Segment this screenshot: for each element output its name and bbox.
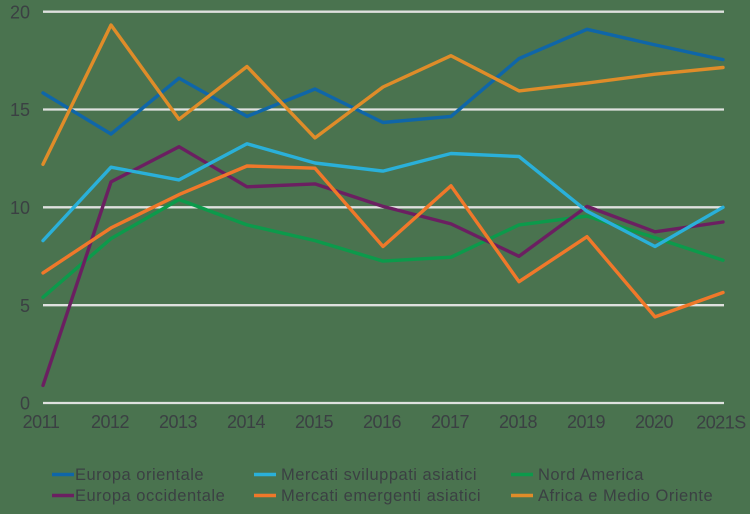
svg-text:2021S: 2021S bbox=[696, 412, 746, 432]
svg-text:5: 5 bbox=[20, 296, 30, 316]
svg-text:Mercati emergenti asiatici: Mercati emergenti asiatici bbox=[281, 487, 481, 505]
svg-text:2017: 2017 bbox=[431, 412, 470, 432]
svg-text:0: 0 bbox=[20, 394, 30, 414]
svg-text:15: 15 bbox=[10, 100, 30, 120]
svg-text:Europa orientale: Europa orientale bbox=[75, 466, 204, 484]
svg-text:2012: 2012 bbox=[91, 412, 130, 432]
svg-text:2019: 2019 bbox=[567, 412, 606, 432]
svg-text:Europa occidentale: Europa occidentale bbox=[75, 487, 225, 505]
svg-text:20: 20 bbox=[10, 2, 30, 22]
svg-text:Africa e Medio Oriente: Africa e Medio Oriente bbox=[538, 487, 713, 505]
svg-text:2014: 2014 bbox=[227, 412, 266, 432]
svg-text:2011: 2011 bbox=[23, 412, 60, 432]
svg-text:2016: 2016 bbox=[363, 412, 402, 432]
svg-text:2013: 2013 bbox=[159, 412, 198, 432]
svg-text:Mercati sviluppati asiatici: Mercati sviluppati asiatici bbox=[281, 466, 477, 484]
svg-text:10: 10 bbox=[10, 198, 30, 218]
svg-text:2020: 2020 bbox=[635, 412, 674, 432]
svg-text:2018: 2018 bbox=[499, 412, 538, 432]
svg-text:Nord America: Nord America bbox=[538, 466, 644, 484]
svg-text:2015: 2015 bbox=[295, 412, 334, 432]
